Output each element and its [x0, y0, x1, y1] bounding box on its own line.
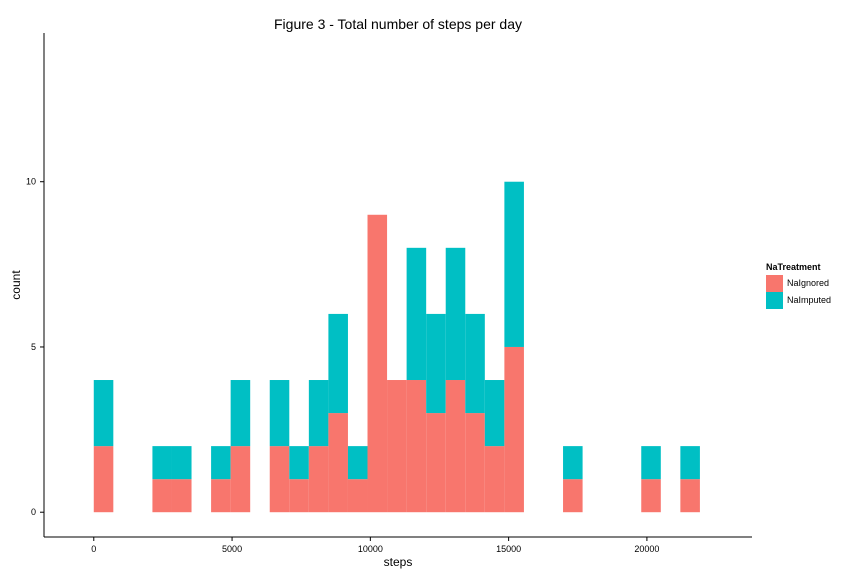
bar-naimputed-30 — [680, 446, 700, 480]
bar-naignored-18 — [445, 380, 466, 513]
chart-title: Figure 3 - Total number of steps per day — [274, 16, 522, 32]
bar-naimputed-7 — [230, 380, 251, 447]
bar-naimputed-16 — [406, 247, 427, 381]
bar-naignored-7 — [230, 446, 251, 513]
bar-naimputed-17 — [426, 313, 446, 414]
y-axis-ticks: 0 5 10 — [26, 177, 44, 517]
bar-naimputed-3 — [152, 446, 172, 480]
bar-naignored-11 — [308, 446, 329, 513]
legend-title: NaTreatment — [766, 262, 821, 272]
bar-naignored-19 — [465, 413, 485, 513]
bar-naimputed-11 — [308, 380, 329, 447]
bar-naimputed-4 — [171, 446, 192, 480]
legend-swatch-naimputed — [766, 292, 783, 309]
bar-naignored-14 — [367, 214, 388, 513]
bar-naignored-0 — [93, 446, 114, 513]
x-tick-label: 5000 — [222, 544, 242, 554]
bar-naignored-15 — [387, 380, 407, 513]
bar-naignored-17 — [426, 413, 446, 513]
x-tick-label: 20000 — [634, 544, 659, 554]
x-axis-ticks: 0 5000 10000 15000 20000 — [91, 537, 659, 554]
bar-naignored-3 — [152, 479, 172, 513]
x-tick-label: 15000 — [496, 544, 521, 554]
bar-naignored-9 — [269, 446, 290, 513]
bar-naignored-24 — [563, 479, 583, 513]
bar-naimputed-24 — [563, 446, 583, 480]
bar-naimputed-20 — [484, 380, 505, 447]
bar-naimputed-28 — [641, 446, 661, 480]
y-tick-label: 0 — [31, 507, 36, 517]
bar-naimputed-19 — [465, 313, 485, 414]
bar-naignored-30 — [680, 479, 700, 513]
bar-naignored-16 — [406, 380, 427, 513]
bar-naignored-4 — [171, 479, 192, 513]
y-tick-label: 10 — [26, 177, 36, 187]
bar-naimputed-18 — [445, 247, 466, 381]
bar-naimputed-12 — [328, 313, 348, 414]
bar-naignored-28 — [641, 479, 661, 513]
legend: NaTreatment NaIgnored NaImputed — [766, 262, 831, 309]
bar-naimputed-6 — [211, 446, 231, 480]
bar-naignored-12 — [328, 413, 348, 513]
bar-naignored-21 — [504, 346, 524, 513]
bar-naignored-10 — [289, 479, 309, 513]
x-tick-label: 10000 — [358, 544, 383, 554]
bar-naimputed-21 — [504, 181, 524, 347]
bar-naignored-20 — [484, 446, 505, 513]
x-tick-label: 0 — [91, 544, 96, 554]
bar-naignored-6 — [211, 479, 231, 513]
legend-swatch-naignored — [766, 275, 783, 292]
x-axis-title: steps — [384, 555, 413, 569]
bar-naignored-13 — [347, 479, 368, 513]
bar-naimputed-0 — [93, 380, 114, 447]
legend-label-naignored: NaIgnored — [787, 278, 829, 288]
bar-naimputed-10 — [289, 446, 309, 480]
y-axis-title: count — [9, 270, 23, 300]
bars-group — [93, 181, 700, 513]
bar-naimputed-13 — [347, 446, 368, 480]
bar-naimputed-9 — [269, 380, 290, 447]
legend-label-naimputed: NaImputed — [787, 295, 831, 305]
y-tick-label: 5 — [31, 342, 36, 352]
